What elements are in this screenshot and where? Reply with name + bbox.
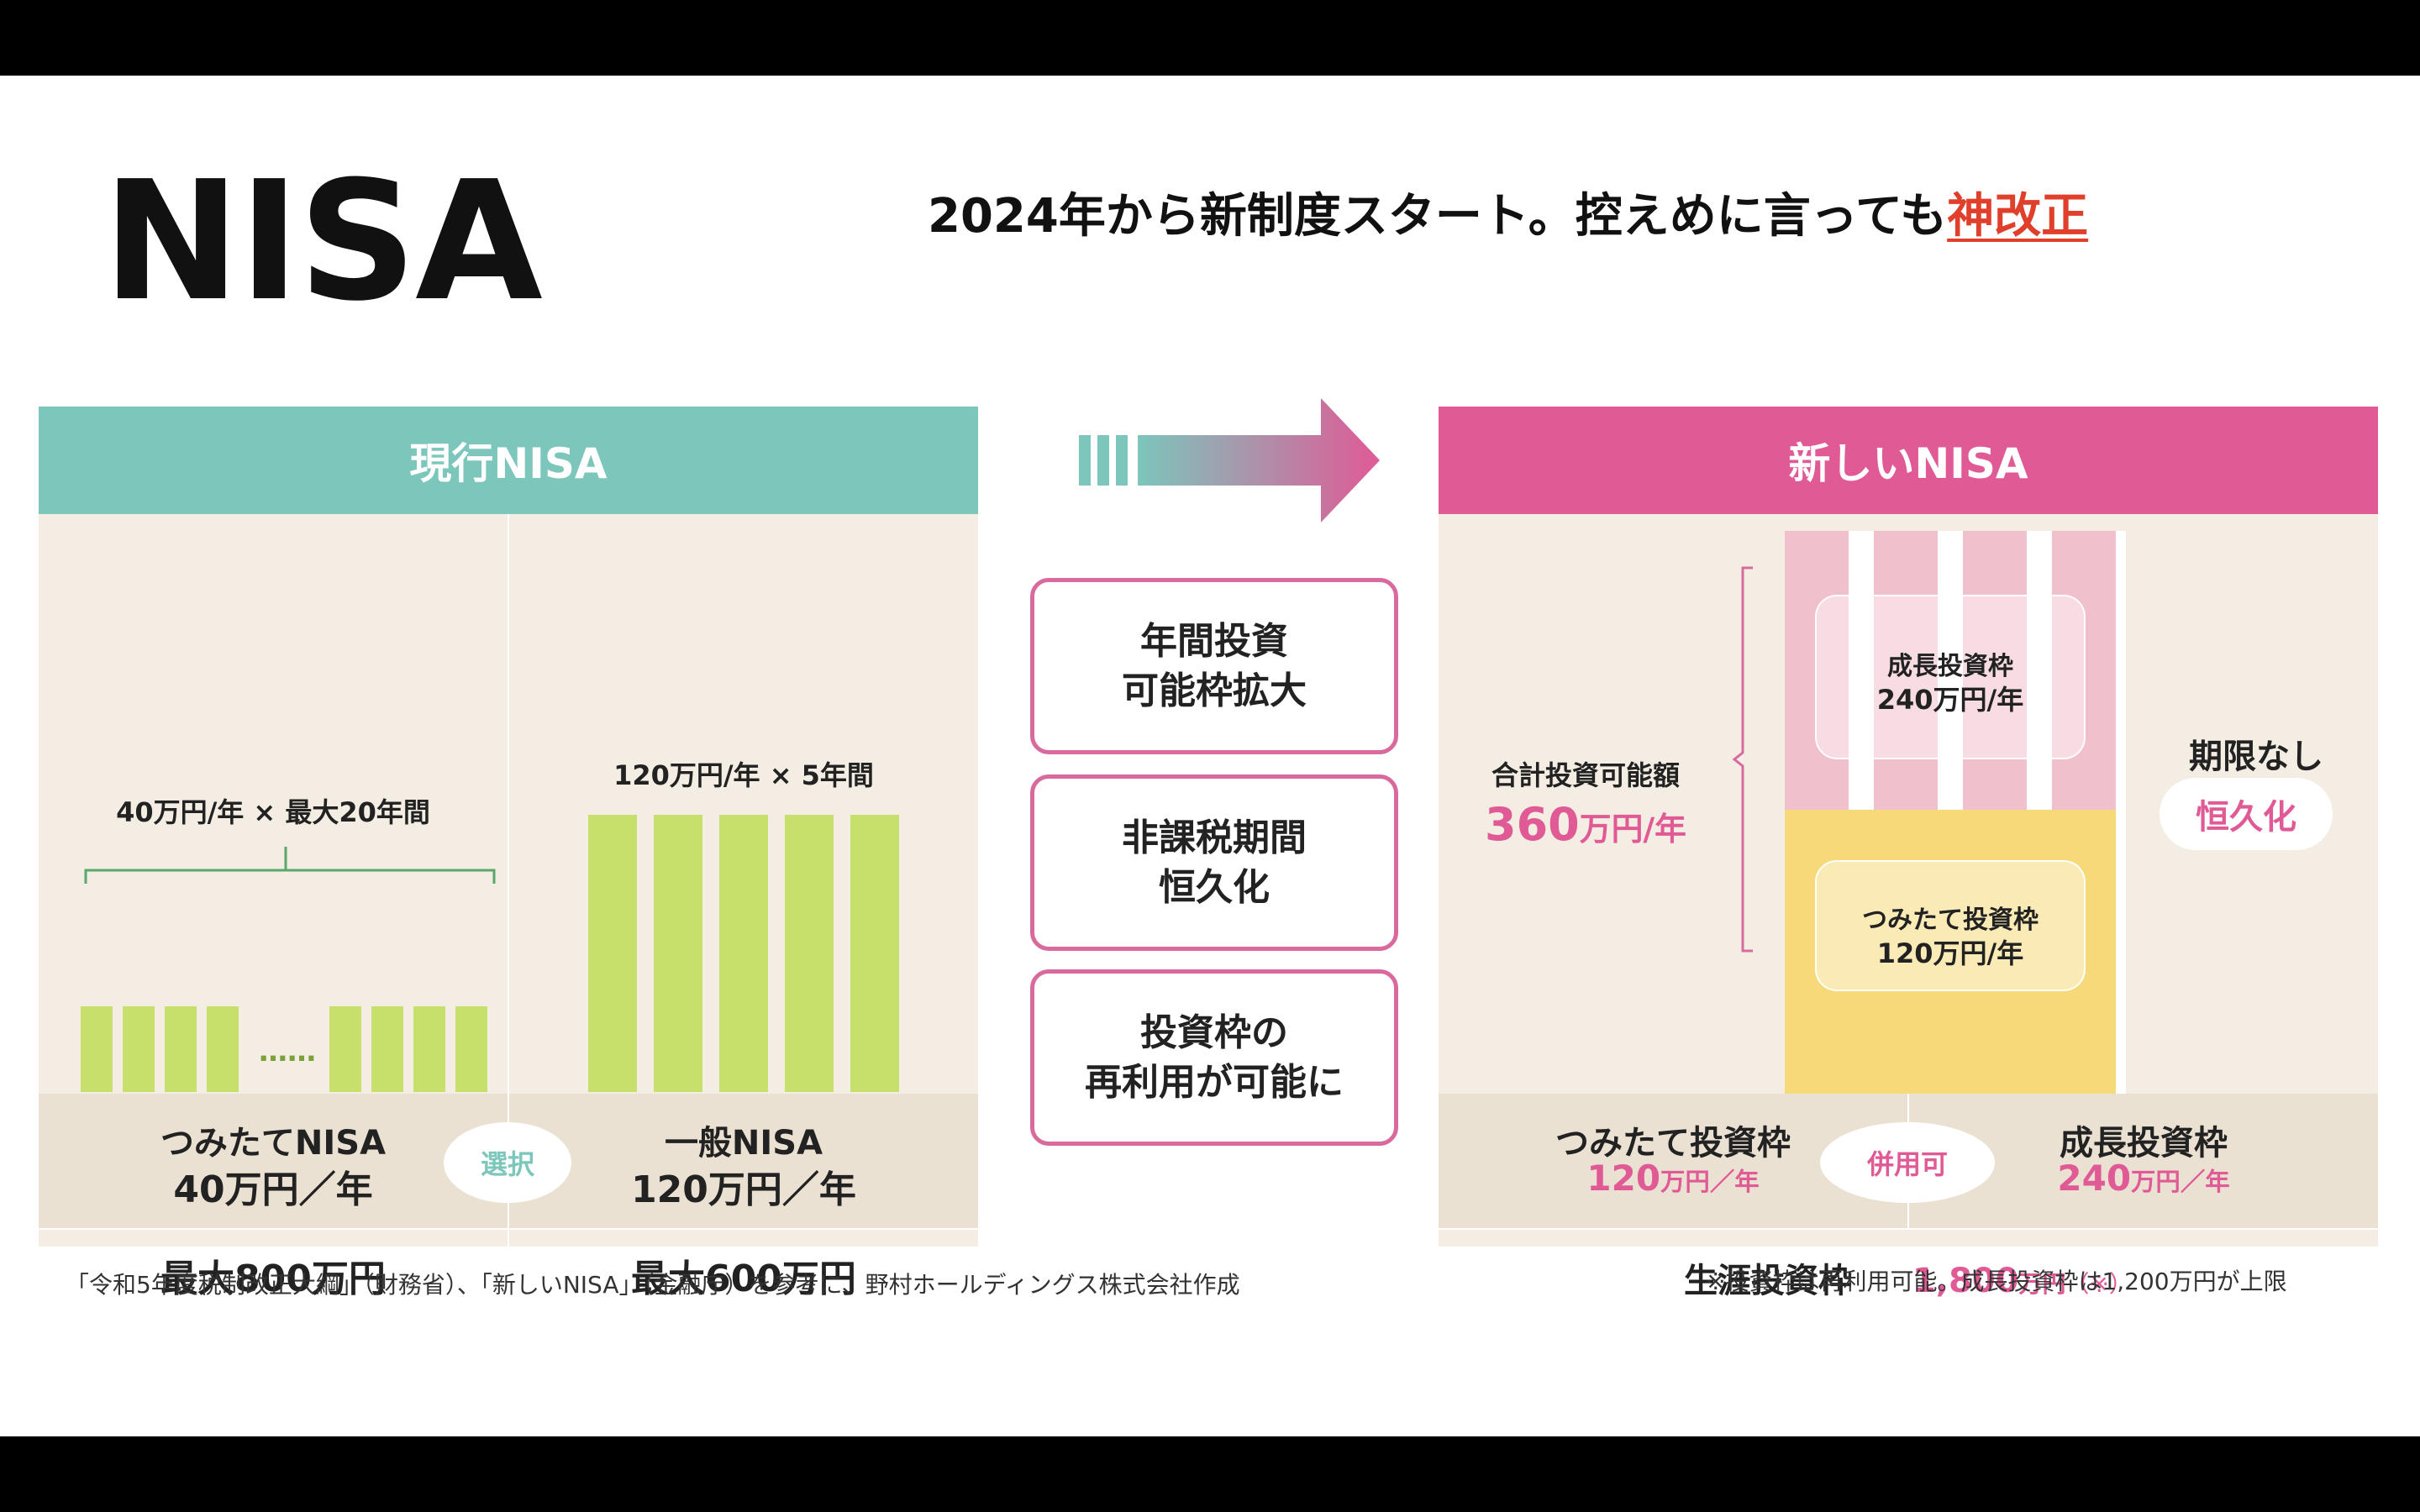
subtitle-text: 2024年から新制度スタート。控えめに言っても xyxy=(928,189,1948,244)
ippan-bar xyxy=(588,815,637,1092)
growth-box-line1: 成長投資枠 xyxy=(1887,652,2013,681)
tsumitate-fill xyxy=(1785,810,2116,1094)
total-value: 360 xyxy=(1485,798,1580,851)
band-separator xyxy=(1439,1228,2378,1230)
change-line: 再利用が可能に xyxy=(1085,1061,1344,1104)
new-growth-unit: 万円／年 xyxy=(2131,1168,2230,1196)
new-nisa-header: 新しいNISA xyxy=(1439,407,2378,514)
new-nisa-panel: 新しいNISA 成長投資枠 240万円/年 つみたて投資枠 120万円/年 合計… xyxy=(1439,407,2378,1300)
new-tsumitate-amount: 120万円／年 xyxy=(1439,1158,1907,1199)
change-box: 非課税期間 恒久化 xyxy=(1030,774,1398,951)
change-line: 可能枠拡大 xyxy=(1122,669,1307,712)
change-line: 恒久化 xyxy=(1159,866,1270,909)
choice-badge: 選択 xyxy=(444,1122,571,1203)
total-brace xyxy=(1733,566,1753,953)
new-tsumitate-unit: 万円／年 xyxy=(1660,1168,1760,1196)
change-line: 非課税期間 xyxy=(1122,816,1307,859)
tsumitate-bar xyxy=(123,1006,155,1092)
new-growth-name: 成長投資枠 xyxy=(2060,1124,2228,1163)
tsumitate-dots: …… xyxy=(259,1035,316,1068)
total-unit: 万円/年 xyxy=(1579,811,1686,848)
tsumitate-box-line1: つみたて投資枠 xyxy=(1862,906,2039,935)
tsumitate-caption: 40万円/年 × 最大20年間 xyxy=(116,796,430,828)
ippan-nisa-amount: 120万円／年 xyxy=(631,1168,856,1211)
page-title: NISA xyxy=(103,146,543,338)
growth-column xyxy=(1963,531,2027,810)
lifetime-label: 生涯投資枠 xyxy=(1684,1262,1853,1300)
permanent-badge: 恒久化 xyxy=(2160,778,2333,850)
ippan-bar xyxy=(850,815,899,1092)
change-box: 年間投資 可能枠拡大 xyxy=(1030,578,1398,754)
tsumitate-bar xyxy=(81,1006,113,1092)
tsumitate-bracket xyxy=(84,847,496,884)
footnote-source: 「令和5年度税制改正大綱」（財務省）、「新しいNISA」（金融庁）を参考に、野村… xyxy=(66,1271,1240,1299)
lifetime-unit: 万円 xyxy=(2018,1270,2066,1298)
lifetime-note: （※） xyxy=(2065,1270,2133,1298)
tsumitate-max: 最大800万円 xyxy=(160,1257,386,1300)
ippan-caption: 120万円/年 × 5年間 xyxy=(613,759,874,791)
panel-divider xyxy=(508,514,509,1146)
subtitle: 2024年から新制度スタート。控えめに言っても神改正 xyxy=(928,193,2088,240)
ippan-nisa-name: 一般NISA xyxy=(664,1124,823,1163)
tsumitate-bar xyxy=(165,1006,197,1092)
tsumitate-nisa-amount: 40万円／年 xyxy=(173,1168,373,1211)
current-nisa-panel: 現行NISA 40万円/年 × 最大20年間 …… 120万円/年 × 5年間 … xyxy=(39,407,978,1337)
tsumitate-bar xyxy=(371,1006,403,1092)
no-limit-label: 期限なし xyxy=(2189,738,2323,776)
ippan-max: 最大600万円 xyxy=(631,1257,856,1300)
growth-box-line2: 240万円/年 xyxy=(1876,684,2024,716)
current-nisa-header: 現行NISA xyxy=(39,407,978,514)
ippan-bar xyxy=(719,815,768,1092)
change-line: 年間投資 xyxy=(1140,619,1288,663)
growth-box xyxy=(1815,595,2086,759)
band-separator xyxy=(39,1228,978,1230)
tsumitate-bar xyxy=(207,1006,239,1092)
new-tsumitate-name: つみたて投資枠 xyxy=(1555,1124,1791,1163)
tsumitate-bar xyxy=(329,1006,361,1092)
subtitle-highlight: 神改正 xyxy=(1947,189,2089,244)
slide: NISA 2024年から新制度スタート。控えめに言っても神改正 現行NISA 4… xyxy=(0,76,2420,1436)
tsumitate-box xyxy=(1815,860,2086,991)
footnote-note: ※投資枠は再利用可能。成長投資枠は1,200万円が上限 xyxy=(1706,1268,2287,1295)
ippan-bar xyxy=(654,815,702,1092)
ippan-bar xyxy=(785,815,834,1092)
tsumitate-nisa-name: つみたてNISA xyxy=(160,1124,387,1163)
tsumitate-bar xyxy=(413,1006,445,1092)
new-tsumitate-value: 120 xyxy=(1586,1158,1661,1199)
new-growth-value: 240 xyxy=(2057,1158,2132,1199)
total-label: 合計投資可能額 xyxy=(1491,759,1680,791)
growth-column xyxy=(1785,531,1849,810)
change-box: 投資枠の 再利用が可能に xyxy=(1030,969,1398,1146)
band-divider xyxy=(508,1094,509,1337)
tsumitate-bar xyxy=(455,1006,487,1092)
new-growth-amount: 240万円／年 xyxy=(1909,1158,2378,1199)
transition-arrow-icon xyxy=(1079,398,1380,522)
growth-column xyxy=(1874,531,1938,810)
combined-badge: 併用可 xyxy=(1820,1122,1995,1203)
tsumitate-box-line2: 120万円/年 xyxy=(1876,937,2024,969)
change-line: 投資枠の xyxy=(1140,1011,1288,1054)
total-amount: 360万円/年 xyxy=(1455,798,1716,851)
lifetime-value: 1,800 xyxy=(1912,1262,2019,1300)
lifetime-row: 生涯投資枠 1,800万円（※） xyxy=(1439,1253,2378,1302)
